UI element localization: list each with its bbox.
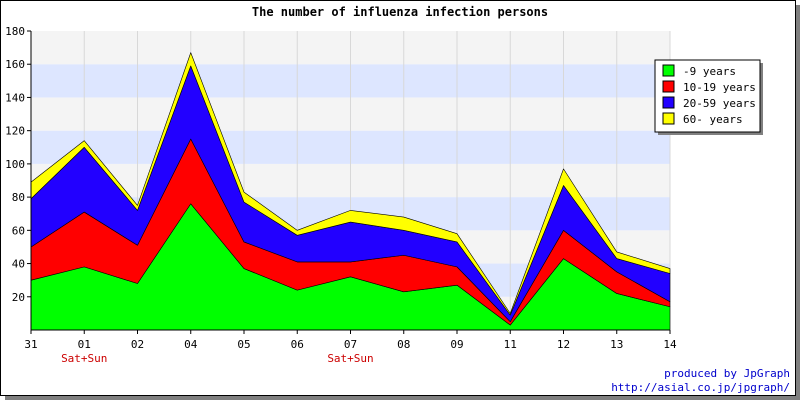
credit-footer: produced by JpGraph http://asial.co.jp/j… (611, 367, 790, 395)
x-tick-note: Sat+Sun (61, 352, 107, 365)
x-tick-label: 12 (557, 338, 570, 351)
legend-swatch (662, 80, 675, 93)
legend-label: 10-19 years (683, 81, 756, 94)
y-tick-label: 180 (5, 25, 25, 38)
y-tick-label: 140 (5, 91, 25, 104)
y-tick-label: 160 (5, 58, 25, 71)
y-tick-label: 100 (5, 158, 25, 171)
area-60-years (30, 52, 671, 316)
x-tick-label: 09 (450, 338, 463, 351)
y-tick-label: 120 (5, 125, 25, 138)
legend-swatch (662, 112, 675, 125)
legend-label: -9 years (683, 65, 736, 78)
y-tick-label: 40 (12, 258, 25, 271)
x-tick-label: 31 (24, 338, 37, 351)
chart-title: The number of influenza infection person… (252, 5, 548, 19)
y-tick-label: 80 (12, 191, 25, 204)
legend-swatch (662, 64, 675, 77)
x-tick-label: 13 (610, 338, 623, 351)
x-tick-label: 05 (237, 338, 250, 351)
x-tick-label: 04 (184, 338, 198, 351)
x-tick-label: 07 (344, 338, 357, 351)
y-tick-label: 60 (12, 224, 25, 237)
credit-line: produced by JpGraph (664, 367, 790, 380)
x-tick-label: 14 (663, 338, 677, 351)
credit-link[interactable]: http://asial.co.jp/jpgraph/ (611, 381, 790, 394)
legend: -9 years 10-19 years 20-59 years 60- years (654, 59, 763, 135)
legend-label: 60- years (683, 113, 743, 126)
x-tick-label: 02 (131, 338, 144, 351)
x-tick-label: 08 (397, 338, 410, 351)
x-tick-label: 01 (78, 338, 91, 351)
legend-swatch (662, 96, 675, 109)
x-tick-note: Sat+Sun (327, 352, 373, 365)
y-tick-label: 20 (12, 291, 25, 304)
x-tick-label: 11 (504, 338, 517, 351)
legend-label: 20-59 years (683, 97, 756, 110)
x-tick-label: 06 (291, 338, 304, 351)
